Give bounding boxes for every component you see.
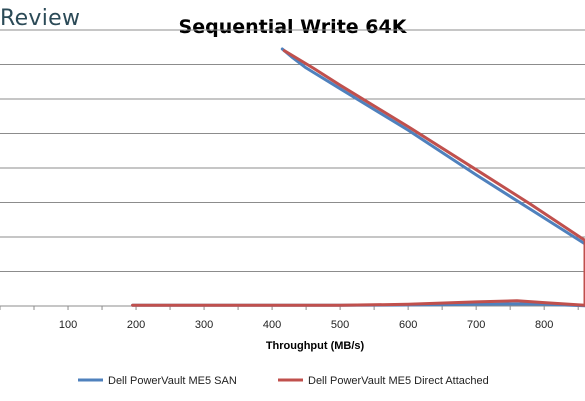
x-tick-label: 100 [59,319,77,331]
x-tick-label: 400 [263,319,281,331]
x-tick-label: 300 [195,319,213,331]
x-tick-label: 500 [331,319,349,331]
series-line-1 [131,47,585,308]
brand-logo: Review [0,6,81,31]
legend: Dell PowerVault ME5 SAN Dell PowerVault M… [78,375,489,387]
legend-label-1: Dell PowerVault ME5 SAN [108,375,237,387]
x-tick-label: 200 [127,319,145,331]
series-line-2 [131,49,585,307]
x-axis-label: Throughput (MB/s) [266,340,365,352]
x-tick-label: 600 [399,319,417,331]
x-tick-label: 800 [535,319,553,331]
x-axis: 100 200 300 400 500 600 700 800 [0,305,585,331]
chart-title: Sequential Write 64K [178,16,407,38]
series-lines [131,47,585,308]
grid-lines [0,29,585,272]
legend-label-2: Dell PowerVault ME5 Direct Attached [308,375,489,387]
x-tick-label: 700 [467,319,485,331]
